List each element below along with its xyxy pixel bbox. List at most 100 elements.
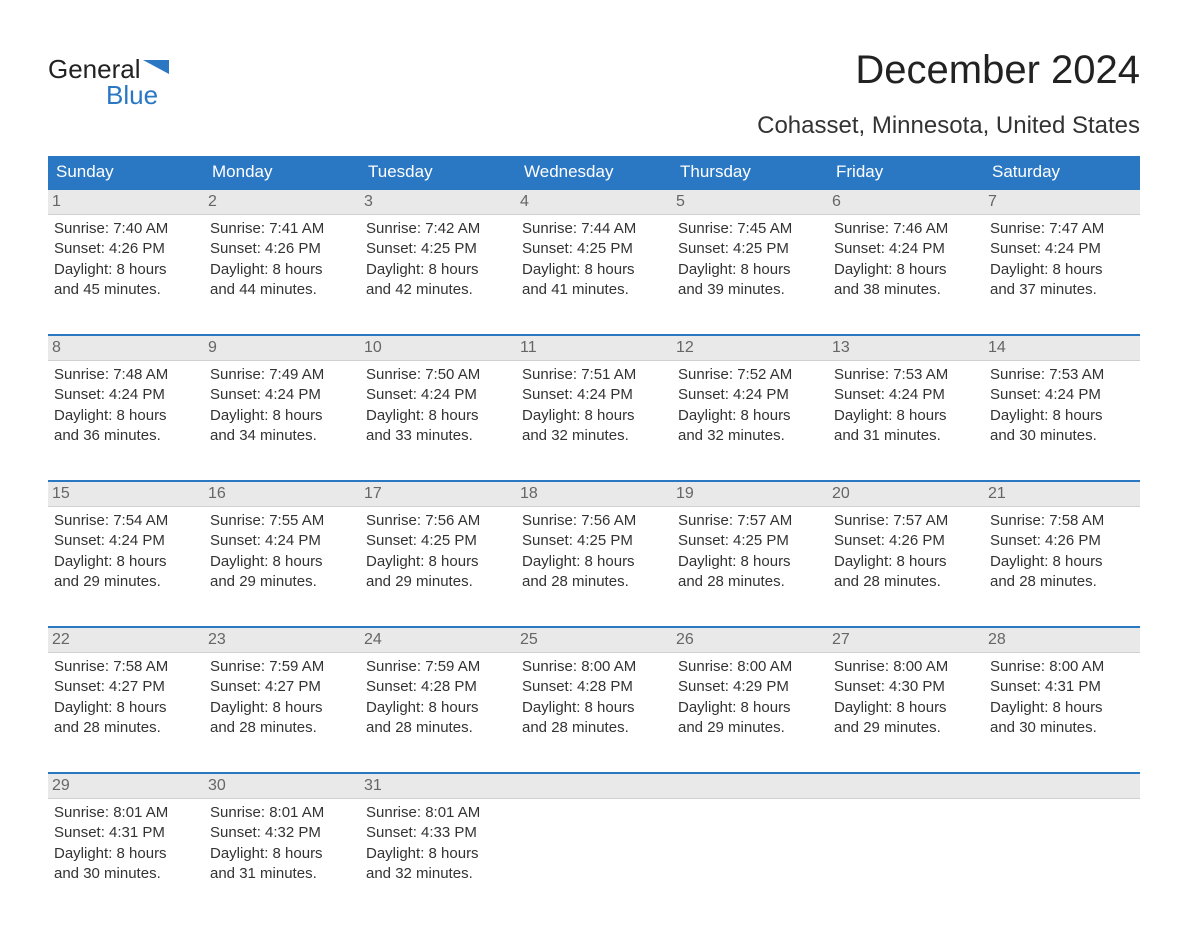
day-body: Sunrise: 7:58 AMSunset: 4:27 PMDaylight:…	[54, 657, 198, 738]
day-cell: 30Sunrise: 8:01 AMSunset: 4:32 PMDayligh…	[204, 774, 360, 890]
day-body: Sunrise: 8:00 AMSunset: 4:29 PMDaylight:…	[678, 657, 822, 738]
daylight-line-2: and 28 minutes.	[54, 718, 198, 738]
day-cell: 26 Sunrise: 8:00 AMSunset: 4:29 PMDayligh…	[672, 628, 828, 744]
logo-text-1: General	[48, 56, 141, 82]
day-body: Sunrise: 7:41 AMSunset: 4:26 PMDaylight:…	[210, 219, 354, 300]
col-header-thu: Thursday	[672, 156, 828, 188]
day-number: 13	[828, 336, 984, 361]
day-number: 7	[984, 190, 1140, 215]
sunset-line: Sunset: 4:24 PM	[990, 385, 1134, 405]
page-title: December 2024	[855, 48, 1140, 93]
sunrise-line: Sunrise: 7:51 AM	[522, 365, 666, 385]
sunset-line: Sunset: 4:30 PM	[834, 677, 978, 697]
sunset-line: Sunset: 4:32 PM	[210, 823, 354, 843]
day-body: Sunrise: 7:49 AMSunset: 4:24 PMDaylight:…	[210, 365, 354, 446]
daylight-line-1: Daylight: 8 hours	[678, 406, 822, 426]
day-body: Sunrise: 7:59 AMSunset: 4:27 PMDaylight:…	[210, 657, 354, 738]
daylight-line-1: Daylight: 8 hours	[54, 406, 198, 426]
col-header-sat: Saturday	[984, 156, 1140, 188]
sunset-line: Sunset: 4:24 PM	[210, 385, 354, 405]
day-body: Sunrise: 8:01 AMSunset: 4:31 PMDaylight:…	[54, 803, 198, 884]
day-number: 19	[672, 482, 828, 507]
day-cell: 5Sunrise: 7:45 AMSunset: 4:25 PMDaylight…	[672, 190, 828, 306]
daylight-line-1: Daylight: 8 hours	[366, 698, 510, 718]
daylight-line-2: and 30 minutes.	[990, 718, 1134, 738]
day-number: 23	[204, 628, 360, 653]
day-cell: 6 Sunrise: 7:46 AMSunset: 4:24 PMDaylight…	[828, 190, 984, 306]
day-cell: 2Sunrise: 7:41 AMSunset: 4:26 PMDaylight…	[204, 190, 360, 306]
daylight-line-2: and 37 minutes.	[990, 280, 1134, 300]
daylight-line-2: and 32 minutes.	[366, 864, 510, 884]
daylight-line-2: and 34 minutes.	[210, 426, 354, 446]
day-body: Sunrise: 7:52 AMSunset: 4:24 PMDaylight:…	[678, 365, 822, 446]
sunrise-line: Sunrise: 7:58 AM	[990, 511, 1134, 531]
day-cell: 17 Sunrise: 7:56 AMSunset: 4:25 PMDayligh…	[360, 482, 516, 598]
day-number: 18	[516, 482, 672, 507]
daylight-line-2: and 29 minutes.	[834, 718, 978, 738]
sunrise-line: Sunrise: 7:52 AM	[678, 365, 822, 385]
daylight-line-2: and 28 minutes.	[990, 572, 1134, 592]
sunset-line: Sunset: 4:31 PM	[54, 823, 198, 843]
daylight-line-2: and 29 minutes.	[678, 718, 822, 738]
daylight-line-1: Daylight: 8 hours	[210, 406, 354, 426]
daylight-line-1: Daylight: 8 hours	[834, 406, 978, 426]
day-cell: 18Sunrise: 7:56 AMSunset: 4:25 PMDayligh…	[516, 482, 672, 598]
sunrise-line: Sunrise: 7:59 AM	[210, 657, 354, 677]
day-number	[828, 774, 984, 799]
daylight-line-1: Daylight: 8 hours	[210, 698, 354, 718]
day-number: 1	[48, 190, 204, 215]
sunrise-line: Sunrise: 8:00 AM	[990, 657, 1134, 677]
sunrise-line: Sunrise: 7:47 AM	[990, 219, 1134, 239]
day-number: 28	[984, 628, 1140, 653]
day-cell: 24Sunrise: 7:59 AMSunset: 4:28 PMDayligh…	[360, 628, 516, 744]
sunset-line: Sunset: 4:24 PM	[834, 385, 978, 405]
sunrise-line: Sunrise: 7:57 AM	[834, 511, 978, 531]
sunrise-line: Sunrise: 8:00 AM	[522, 657, 666, 677]
day-number: 26	[672, 628, 828, 653]
daylight-line-1: Daylight: 8 hours	[678, 260, 822, 280]
day-cell: 1 Sunrise: 7:40 AMSunset: 4:26 PMDaylight…	[48, 190, 204, 306]
daylight-line-1: Daylight: 8 hours	[210, 552, 354, 572]
day-body: Sunrise: 7:54 AMSunset: 4:24 PMDaylight:…	[54, 511, 198, 592]
day-number: 3	[360, 190, 516, 215]
daylight-line-1: Daylight: 8 hours	[522, 698, 666, 718]
daylight-line-1: Daylight: 8 hours	[990, 698, 1134, 718]
day-cell: 10Sunrise: 7:50 AMSunset: 4:24 PMDayligh…	[360, 336, 516, 452]
day-body: Sunrise: 7:40 AMSunset: 4:26 PMDaylight:…	[54, 219, 198, 300]
daylight-line-2: and 38 minutes.	[834, 280, 978, 300]
day-body: Sunrise: 7:51 AMSunset: 4:24 PMDaylight:…	[522, 365, 666, 446]
daylight-line-2: and 28 minutes.	[678, 572, 822, 592]
day-number: 6	[828, 190, 984, 215]
col-header-sun: Sunday	[48, 156, 204, 188]
sunrise-line: Sunrise: 7:53 AM	[990, 365, 1134, 385]
day-cell: 15Sunrise: 7:54 AMSunset: 4:24 PMDayligh…	[48, 482, 204, 598]
day-cell: 8Sunrise: 7:48 AMSunset: 4:24 PMDaylight…	[48, 336, 204, 452]
day-number: 17	[360, 482, 516, 507]
day-number: 22	[48, 628, 204, 653]
day-body: Sunrise: 7:56 AMSunset: 4:25 PMDaylight:…	[366, 511, 510, 592]
daylight-line-1: Daylight: 8 hours	[678, 552, 822, 572]
day-body: Sunrise: 7:46 AMSunset: 4:24 PMDaylight:…	[834, 219, 978, 300]
day-cell: 28Sunrise: 8:00 AMSunset: 4:31 PMDayligh…	[984, 628, 1140, 744]
sunset-line: Sunset: 4:24 PM	[678, 385, 822, 405]
daylight-line-2: and 29 minutes.	[366, 572, 510, 592]
sunset-line: Sunset: 4:26 PM	[990, 531, 1134, 551]
calendar-week: 1 Sunrise: 7:40 AMSunset: 4:26 PMDaylight…	[48, 188, 1140, 306]
top-bar: General Blue December 2024	[48, 48, 1140, 108]
day-cell: 7Sunrise: 7:47 AMSunset: 4:24 PMDaylight…	[984, 190, 1140, 306]
day-number: 27	[828, 628, 984, 653]
day-cell: 21Sunrise: 7:58 AMSunset: 4:26 PMDayligh…	[984, 482, 1140, 598]
daylight-line-1: Daylight: 8 hours	[522, 552, 666, 572]
day-number	[984, 774, 1140, 799]
daylight-line-2: and 42 minutes.	[366, 280, 510, 300]
day-cell: 20Sunrise: 7:57 AMSunset: 4:26 PMDayligh…	[828, 482, 984, 598]
daylight-line-1: Daylight: 8 hours	[366, 406, 510, 426]
sunrise-line: Sunrise: 7:59 AM	[366, 657, 510, 677]
day-body: Sunrise: 7:50 AMSunset: 4:24 PMDaylight:…	[366, 365, 510, 446]
daylight-line-2: and 30 minutes.	[990, 426, 1134, 446]
daylight-line-2: and 31 minutes.	[834, 426, 978, 446]
day-body: Sunrise: 8:01 AMSunset: 4:32 PMDaylight:…	[210, 803, 354, 884]
day-body: Sunrise: 7:44 AMSunset: 4:25 PMDaylight:…	[522, 219, 666, 300]
col-header-mon: Monday	[204, 156, 360, 188]
daylight-line-1: Daylight: 8 hours	[366, 844, 510, 864]
